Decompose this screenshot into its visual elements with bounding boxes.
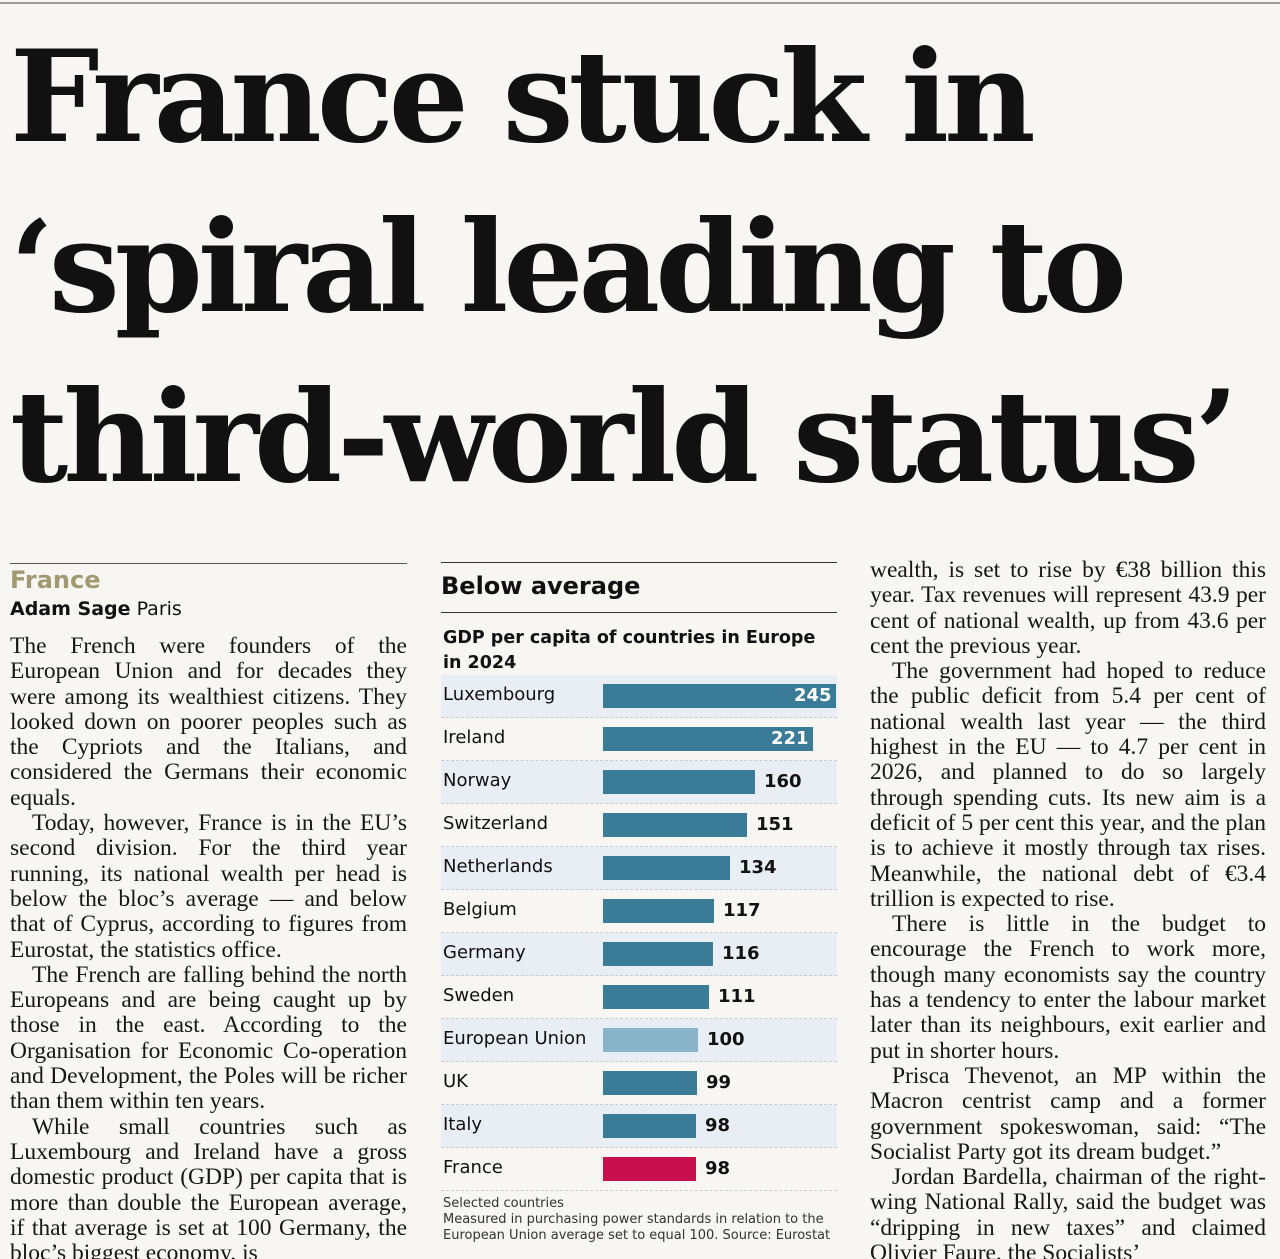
paragraph: While small countries such as Luxembourg…: [10, 1113, 407, 1259]
paragraph: There is little in the budget to encoura…: [870, 911, 1266, 1064]
bar-label: Italy: [443, 1114, 483, 1135]
bar-label: European Union: [443, 1028, 587, 1049]
bar-value: 98: [705, 1158, 731, 1179]
bar-label: Ireland: [443, 727, 506, 748]
chart-row: Germany 116: [441, 933, 837, 976]
headline: France stuck in ‘spiral leading to third…: [10, 12, 1275, 522]
row-divider: [441, 889, 837, 890]
bar-label: Norway: [443, 770, 512, 791]
bar-label: France: [443, 1157, 503, 1178]
bar-value: 117: [723, 900, 761, 921]
bar-value: 151: [756, 814, 794, 835]
left-column-rule: [10, 563, 407, 564]
byline-location: Paris: [136, 598, 182, 620]
bar: [603, 1114, 696, 1138]
row-divider: [441, 1018, 837, 1019]
row-divider: [441, 1104, 837, 1105]
bar: [603, 1071, 697, 1095]
chart-row: Norway 160: [441, 761, 837, 804]
bar-label: Luxembourg: [443, 684, 556, 705]
chart-row: Italy 98: [441, 1105, 837, 1148]
row-divider: [441, 1061, 837, 1062]
bar: [603, 856, 730, 880]
left-column-body: The French were founders of the European…: [10, 634, 407, 1259]
chart-row: Ireland 221: [441, 718, 837, 761]
chart-row: European Union 100: [441, 1019, 837, 1062]
bar: [603, 684, 836, 708]
headline-line-3: third-world status’: [10, 363, 1239, 511]
row-divider: [441, 803, 837, 804]
paragraph: wealth, is set to rise by €38 billion th…: [870, 558, 1266, 659]
paragraph: The French were founders of the European…: [10, 634, 407, 811]
bar: [603, 1157, 696, 1181]
headline-line-1: France stuck in: [10, 23, 1036, 171]
bar-value: 245: [794, 685, 832, 706]
chart-bars: Luxembourg 245 Ireland 221 Norway 160 Switzerl…: [441, 675, 837, 1195]
paragraph: Prisca Thevenot, an MP within the Macron…: [870, 1062, 1266, 1165]
chart-note-line-2: Measured in purchasing power standards i…: [443, 1212, 831, 1243]
chart-row: Sweden 111: [441, 976, 837, 1019]
bar: [603, 942, 713, 966]
row-divider: [441, 1147, 837, 1148]
bar: [603, 813, 747, 837]
bar: [603, 727, 813, 751]
top-rule: [0, 2, 1280, 4]
row-divider: [441, 717, 837, 718]
gdp-chart: Below average GDP per capita of countrie…: [441, 560, 837, 1259]
chart-row: UK 99: [441, 1062, 837, 1105]
chart-note-line-1: Selected countries: [443, 1196, 564, 1211]
bar-value: 99: [706, 1072, 732, 1093]
chart-subtitle: GDP per capita of countries in Europe in…: [443, 628, 816, 673]
byline-author: Adam Sage: [10, 598, 131, 620]
headline-line-2: ‘spiral leading to: [10, 193, 1127, 341]
chart-note: Selected countries Measured in purchasin…: [443, 1196, 835, 1244]
right-column-body: wealth, is set to rise by €38 billion th…: [870, 558, 1266, 1259]
bar: [603, 899, 714, 923]
section-kicker: France: [10, 566, 101, 594]
chart-top-rule: [441, 562, 837, 563]
bar-value: 100: [707, 1029, 745, 1050]
bar: [603, 770, 755, 794]
chart-row: Luxembourg 245: [441, 675, 837, 718]
bar: [603, 985, 709, 1009]
bar-value: 111: [718, 986, 756, 1007]
bar-value: 134: [739, 857, 777, 878]
bar-label: Netherlands: [443, 856, 553, 877]
chart-row: Netherlands 134: [441, 847, 837, 890]
bar-value: 221: [771, 728, 809, 749]
paragraph: Jordan Bardella, chairman of the right-w…: [870, 1164, 1266, 1259]
paragraph: Today, however, France is in the EU’s se…: [10, 810, 407, 963]
chart-title-rule: [441, 612, 837, 613]
row-divider: [441, 846, 837, 847]
chart-row: France 98: [441, 1148, 837, 1191]
bar-label: Switzerland: [443, 813, 548, 834]
paragraph: The government had hoped to reduce the p…: [870, 658, 1266, 912]
bar: [603, 1028, 698, 1052]
row-divider: [441, 760, 837, 761]
row-divider: [441, 932, 837, 933]
bar-label: Belgium: [443, 899, 517, 920]
chart-row: Belgium 117: [441, 890, 837, 933]
bar-label: UK: [443, 1071, 468, 1092]
row-divider: [441, 975, 837, 976]
row-divider: [441, 1190, 837, 1191]
bar-value: 116: [722, 943, 760, 964]
chart-row: Switzerland 151: [441, 804, 837, 847]
paragraph: The French are falling behind the north …: [10, 961, 407, 1115]
bar-value: 160: [764, 771, 802, 792]
bar-label: Sweden: [443, 985, 515, 1006]
byline: Adam Sage Paris: [10, 598, 182, 620]
bar-value: 98: [705, 1115, 731, 1136]
chart-title: Below average: [441, 572, 641, 600]
bar-label: Germany: [443, 942, 526, 963]
